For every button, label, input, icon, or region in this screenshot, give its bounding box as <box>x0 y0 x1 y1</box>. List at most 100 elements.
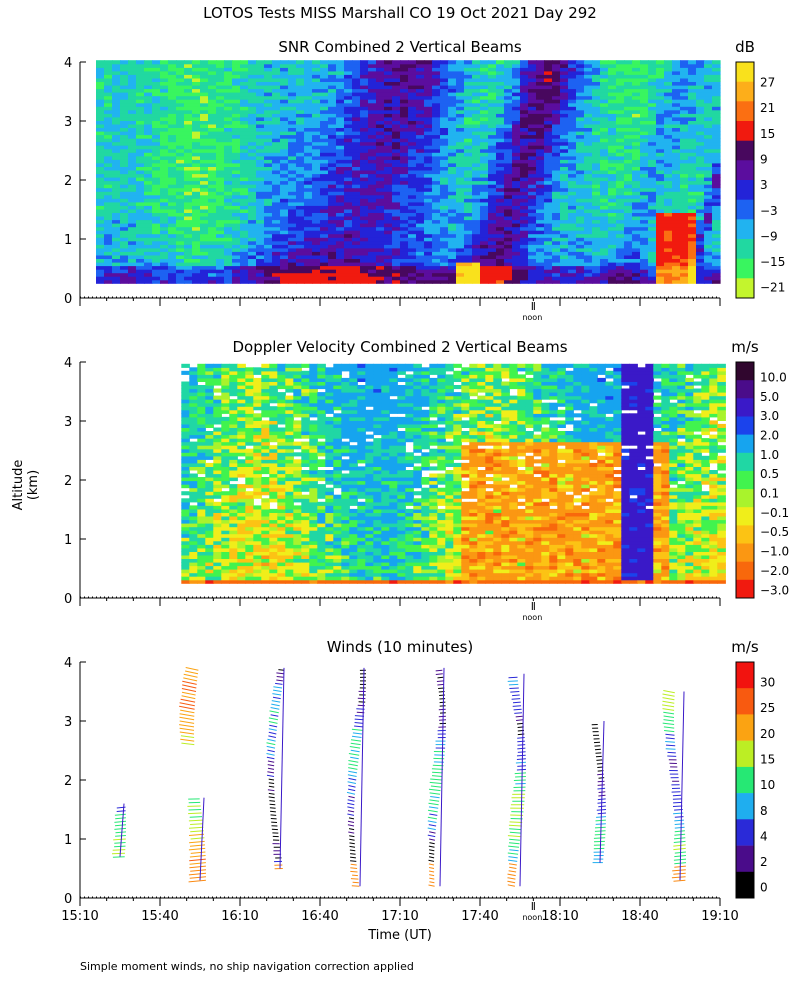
heatmap-cell <box>181 533 190 538</box>
heatmap-cell <box>704 276 713 281</box>
heatmap-cell <box>440 173 449 178</box>
heatmap-cell <box>672 223 681 228</box>
heatmap-cell <box>712 81 721 86</box>
heatmap-cell <box>608 279 617 284</box>
heatmap-cell <box>160 116 169 121</box>
heatmap-cell <box>200 276 209 281</box>
heatmap-cell <box>160 159 169 164</box>
heatmap-cell <box>160 223 169 228</box>
heatmap-cell <box>544 95 553 100</box>
heatmap-cell <box>136 191 145 196</box>
heatmap-cell <box>424 258 433 263</box>
heatmap-cell <box>136 92 145 97</box>
heatmap-cell <box>680 106 689 111</box>
heatmap-cell <box>456 109 465 114</box>
heatmap-cell <box>181 392 190 397</box>
heatmap-cell <box>160 95 169 100</box>
heatmap-cell <box>112 85 121 90</box>
heatmap-cell <box>560 85 569 90</box>
heatmap-cell <box>384 109 393 114</box>
heatmap-cell <box>592 276 601 281</box>
heatmap-cell <box>392 170 401 175</box>
heatmap-cell <box>296 226 305 231</box>
heatmap-cell <box>624 269 633 274</box>
heatmap-cell <box>160 88 169 93</box>
heatmap-cell <box>696 63 705 68</box>
heatmap-cell <box>488 95 497 100</box>
heatmap-cell <box>448 191 457 196</box>
heatmap-cell <box>264 63 273 68</box>
heatmap-cell <box>328 60 337 65</box>
heatmap-cell <box>672 106 681 111</box>
heatmap-cell <box>536 279 545 284</box>
heatmap-cell <box>632 191 641 196</box>
heatmap-cell <box>584 269 593 274</box>
heatmap-cell <box>704 113 713 118</box>
heatmap-cell <box>232 152 241 157</box>
heatmap-cell <box>696 265 705 270</box>
heatmap-cell <box>560 106 569 111</box>
heatmap-cell <box>560 134 569 139</box>
heatmap-cell <box>712 187 721 192</box>
heatmap-cell <box>456 131 465 136</box>
heatmap-cell <box>704 92 713 97</box>
heatmap-cell <box>160 148 169 153</box>
heatmap-cell <box>488 272 497 277</box>
heatmap-cell <box>504 74 513 79</box>
heatmap-cell <box>232 70 241 75</box>
heatmap-cell <box>616 201 625 206</box>
heatmap-cell <box>560 127 569 132</box>
heatmap-cell <box>232 102 241 107</box>
heatmap-cell <box>416 233 425 238</box>
heatmap-cell <box>520 109 529 114</box>
heatmap-cell <box>696 226 705 231</box>
heatmap-cell <box>328 70 337 75</box>
heatmap-cell <box>176 67 185 72</box>
heatmap-cell <box>304 145 313 150</box>
heatmap-cell <box>336 127 345 132</box>
heatmap-cell <box>248 272 257 277</box>
heatmap-cell <box>576 276 585 281</box>
heatmap-cell <box>104 170 113 175</box>
heatmap-cell <box>192 187 201 192</box>
heatmap-cell <box>128 116 137 121</box>
heatmap-cell <box>648 120 657 125</box>
heatmap-cell <box>304 85 313 90</box>
heatmap-cell <box>280 269 289 274</box>
heatmap-cell <box>616 145 625 150</box>
heatmap-cell <box>400 219 409 224</box>
heatmap-cell <box>664 74 673 79</box>
heatmap-cell <box>264 120 273 125</box>
heatmap-cell <box>424 198 433 203</box>
heatmap-cell <box>512 177 521 182</box>
heatmap-cell <box>280 109 289 114</box>
heatmap-cell <box>360 198 369 203</box>
heatmap-cell <box>528 184 537 189</box>
heatmap-cell <box>288 141 297 146</box>
heatmap-cell <box>576 201 585 206</box>
heatmap-cell <box>344 109 353 114</box>
heatmap-cell <box>392 233 401 238</box>
heatmap-cell <box>432 191 441 196</box>
heatmap-cell <box>352 244 361 249</box>
heatmap-cell <box>264 279 273 284</box>
heatmap-cell <box>656 159 665 164</box>
heatmap-cell <box>96 159 105 164</box>
heatmap-cell <box>696 219 705 224</box>
heatmap-cell <box>592 141 601 146</box>
heatmap-cell <box>704 70 713 75</box>
heatmap-cell <box>416 113 425 118</box>
heatmap-cell <box>360 74 369 79</box>
heatmap-cell <box>168 230 177 235</box>
heatmap-cell <box>272 198 281 203</box>
heatmap-cell <box>336 145 345 150</box>
heatmap-cell <box>216 254 225 259</box>
heatmap-cell <box>104 109 113 114</box>
heatmap-cell <box>120 88 129 93</box>
heatmap-cell <box>576 191 585 196</box>
heatmap-cell <box>496 247 505 252</box>
heatmap-cell <box>656 223 665 228</box>
heatmap-cell <box>104 67 113 72</box>
heatmap-cell <box>432 170 441 175</box>
heatmap-cell <box>120 131 129 136</box>
